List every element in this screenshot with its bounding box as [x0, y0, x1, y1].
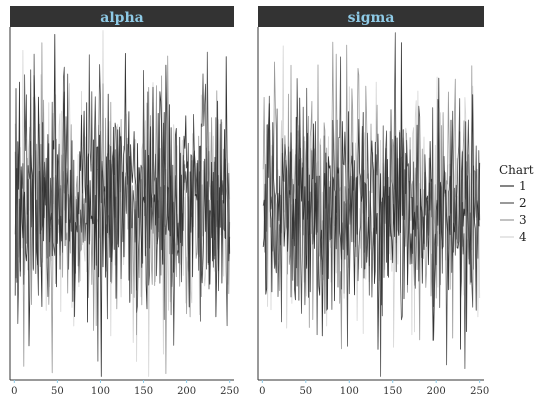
panel-sigma: sigma 0 50 100 150 200 250: [257, 6, 489, 397]
sigma-x-tick-label-50: 50: [299, 386, 312, 397]
panel-alpha-plot-area: [9, 27, 234, 381]
legend: Chart 1 2 3 4: [499, 163, 534, 244]
alpha-x-tick-label-100: 100: [91, 386, 110, 397]
alpha-x-tick-label-200: 200: [177, 386, 196, 397]
sigma-x-tick-label-0: 0: [259, 386, 265, 397]
sigma-x-tick-label-150: 150: [383, 386, 402, 397]
panel-sigma-x-axis: 0 50 100 150 200 250: [259, 380, 489, 397]
panel-alpha: alpha 0 50 100 150 200 250: [9, 6, 239, 397]
panel-alpha-x-axis: 0 50 100 150 200 250: [11, 380, 239, 397]
legend-label-chain-3: 3: [519, 213, 527, 227]
panel-sigma-title: sigma: [348, 10, 395, 26]
legend-label-chain-2: 2: [519, 196, 527, 210]
legend-label-chain-4: 4: [519, 230, 527, 244]
sigma-x-tick-label-200: 200: [427, 386, 446, 397]
alpha-x-tick-label-150: 150: [134, 386, 153, 397]
panel-sigma-plot-area: [257, 27, 484, 381]
legend-title: Chart: [499, 163, 534, 177]
alpha-x-tick-label-250: 250: [220, 386, 239, 397]
sigma-x-tick-label-100: 100: [340, 386, 359, 397]
legend-label-chain-1: 1: [519, 179, 527, 193]
panel-alpha-title: alpha: [100, 10, 143, 26]
alpha-series-chain-1-line: [14, 34, 231, 377]
panel-alpha-strip: [10, 6, 234, 27]
panel-sigma-strip: [258, 6, 484, 27]
alpha-x-tick-label-0: 0: [11, 386, 17, 397]
legend-items: 1 2 3 4: [500, 179, 527, 244]
sigma-series-chain-1-line: [262, 42, 481, 350]
alpha-x-tick-label-50: 50: [51, 386, 64, 397]
sigma-x-tick-label-250: 250: [470, 386, 489, 397]
